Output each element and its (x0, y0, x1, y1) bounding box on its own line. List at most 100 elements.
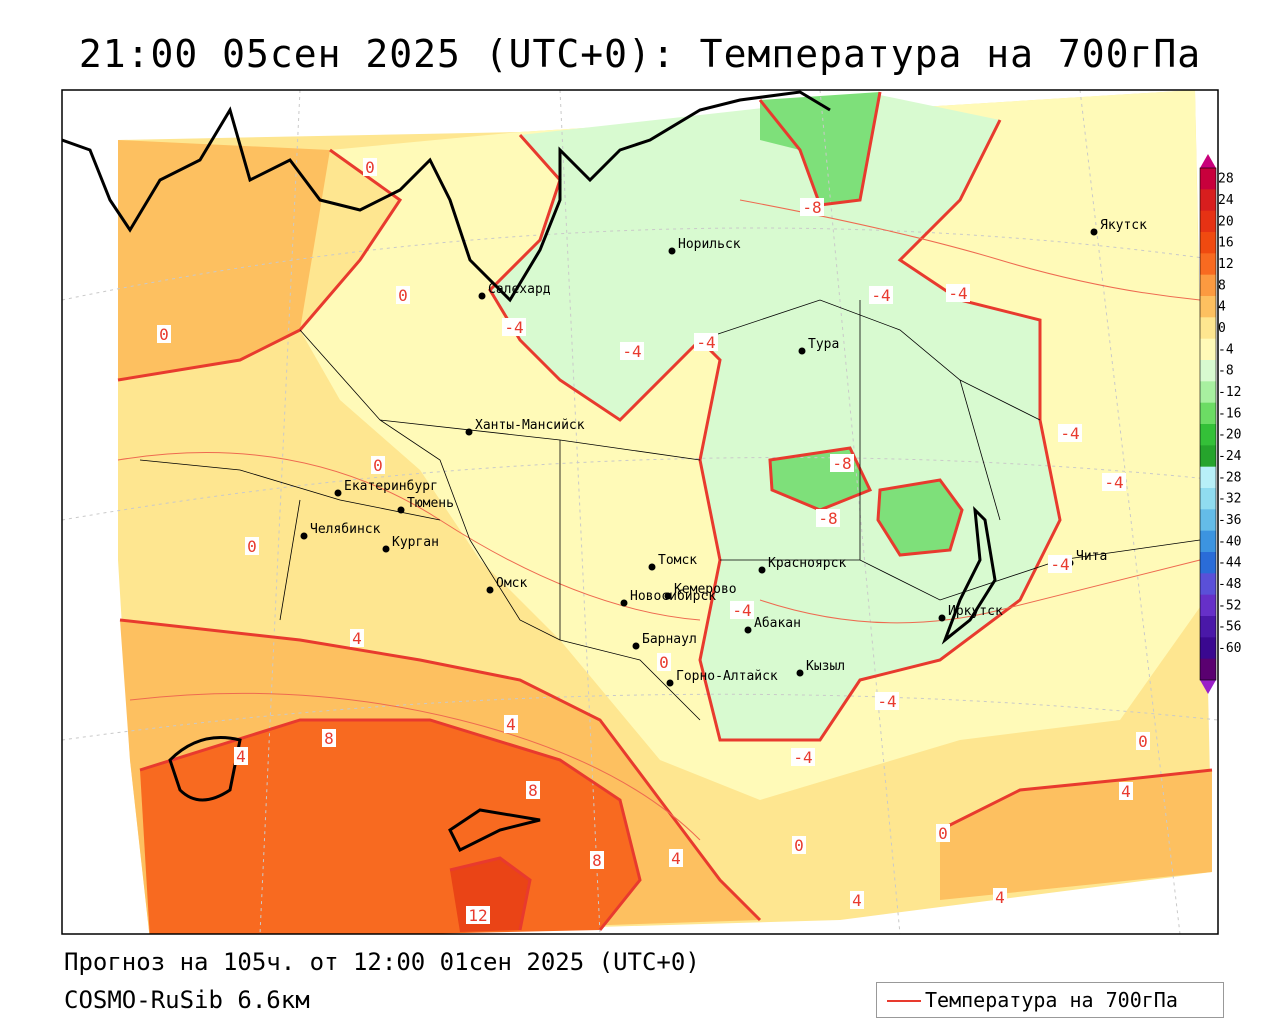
isotherm-label-bg (363, 158, 377, 176)
isotherm-label: -4 (1050, 555, 1069, 574)
colorbar-tick-label: 0 (1218, 321, 1226, 336)
city-label: Томск (658, 553, 697, 568)
isotherm-label: -4 (793, 748, 812, 767)
colorbar-segment (1200, 274, 1216, 297)
colorbar-tick-label: -16 (1218, 406, 1241, 421)
city-label: Якутск (1100, 218, 1147, 233)
legend-line-swatch (887, 1000, 921, 1002)
isotherm-label-bg (816, 509, 840, 527)
colorbar-tick-label: -4 (1218, 342, 1234, 357)
isotherm-label: 0 (247, 537, 257, 556)
isotherm-label-bg (946, 284, 970, 302)
isotherm-label-bg (502, 318, 526, 336)
isotherm-labels: 0 -8 -4 -4 -4 -4 -4 -4 0 0 0 0 -8 -8 -4 -4 -4 4 0 4 8 4 8 8 4 12 -… (157, 158, 1150, 925)
isotherm-label: 0 (794, 836, 804, 855)
city-label: Абакан (754, 616, 801, 631)
temp-band-4-8-east (940, 770, 1212, 900)
colorbar-tick-label: -24 (1218, 449, 1242, 464)
isotherm-label: 0 (398, 286, 408, 305)
city-dot (758, 566, 766, 574)
isotherm-label: 8 (324, 729, 334, 748)
isotherm-label: -4 (622, 342, 641, 361)
colorbar-segment (1200, 445, 1216, 468)
admin-borders (139, 299, 1201, 721)
isotherm-label-bg (1102, 473, 1126, 491)
city-dot (382, 545, 390, 553)
isotherm-label-bg (157, 325, 171, 343)
city-dot (300, 532, 308, 540)
isotherm-label: 8 (592, 851, 602, 870)
city-label: Тюмень (407, 496, 454, 511)
colorbar-segment (1200, 210, 1216, 233)
isotherm-label: -4 (871, 286, 890, 305)
isotherm-label-bg (869, 286, 893, 304)
isotherm-label: 0 (659, 653, 669, 672)
city-label: Иркутск (948, 604, 1003, 619)
colorbar-segment (1200, 530, 1216, 553)
colorbar-segment (1200, 658, 1216, 681)
temp-band-4-8 (118, 140, 330, 380)
colorbar-segment (1200, 616, 1216, 638)
colorbar-segment (1200, 509, 1216, 532)
city-markers: Норильск Якутск Салехард Тура Ханты-Мансийск… (300, 218, 1147, 687)
colorbar-tick-label: 8 (1218, 278, 1226, 293)
isotherm-label-bg (526, 781, 540, 799)
colorbar-tick-label: 20 (1218, 214, 1234, 229)
city-dot (796, 669, 804, 677)
colorbar-outline (1199, 167, 1217, 681)
city-label: Омск (496, 576, 527, 591)
city-dot (478, 292, 486, 300)
isotherm-label-bg (936, 824, 950, 842)
colorbar-segment (1200, 296, 1216, 318)
city-label: Салехард (488, 282, 551, 297)
colorbar-tick-label: -52 (1218, 598, 1241, 613)
colorbar-segment (1200, 573, 1216, 596)
isotherm-label: 4 (352, 629, 362, 648)
city-label: Екатеринбург (344, 479, 438, 494)
isotherm-label: -8 (818, 509, 837, 528)
colorbar-segment (1200, 424, 1216, 446)
isotherm-label: 4 (1121, 782, 1131, 801)
isotherm-label: 4 (852, 891, 862, 910)
isotherm-label: -4 (504, 318, 523, 337)
colorbar-tick-label: 4 (1218, 300, 1226, 315)
colorbar-tick-label: -32 (1218, 492, 1241, 507)
isotherm-label-bg (322, 729, 336, 747)
city-dot (666, 679, 674, 687)
colorbar-tick-label: -56 (1218, 620, 1241, 635)
city-dot (648, 563, 656, 571)
isotherm-label: 0 (373, 456, 383, 475)
colorbar-segment (1200, 253, 1216, 276)
temp-band-minus12-minus8-b (878, 480, 962, 555)
colorbar-segment (1200, 402, 1216, 425)
colorbar-tick-label: -8 (1218, 364, 1234, 379)
isotherm-label: -4 (877, 692, 896, 711)
city-dot (668, 247, 676, 255)
colorbar-tick-label: 12 (1218, 257, 1234, 272)
temp-band-minus8-minus4 (490, 95, 1060, 740)
city-dot (486, 586, 494, 594)
isotherm-label-bg (1119, 782, 1133, 800)
city-dot (798, 347, 806, 355)
isotherm-label-bg (371, 456, 385, 474)
isotherm-label: 4 (671, 849, 681, 868)
isotherm-label-bg (657, 653, 671, 671)
legend: Температура на 700гПа (876, 982, 1224, 1018)
isotherm-label: 4 (506, 715, 516, 734)
colorbar-segment (1200, 637, 1216, 660)
isotherm-label-bg (730, 601, 754, 619)
isotherm-label: -4 (696, 333, 715, 352)
isotherm-label-bg (875, 692, 899, 710)
isotherm-label: -4 (1104, 473, 1123, 492)
isotherm-label: 4 (995, 888, 1005, 907)
colorbar-segment (1200, 360, 1216, 382)
map-title: 21:00 05сен 2025 (UTC+0): Температура на… (78, 32, 1202, 76)
forecast-info: Прогноз на 105ч. от 12:00 01сен 2025 (UT… (64, 948, 700, 976)
map-frame (61, 89, 1219, 935)
isotherm-label-bg (800, 198, 824, 216)
isotherm-label-bg (396, 286, 410, 304)
colorbar-tick-label: -20 (1218, 428, 1241, 443)
city-dot (465, 428, 473, 436)
colorbar-segment (1200, 232, 1216, 254)
city-dot (334, 489, 342, 497)
